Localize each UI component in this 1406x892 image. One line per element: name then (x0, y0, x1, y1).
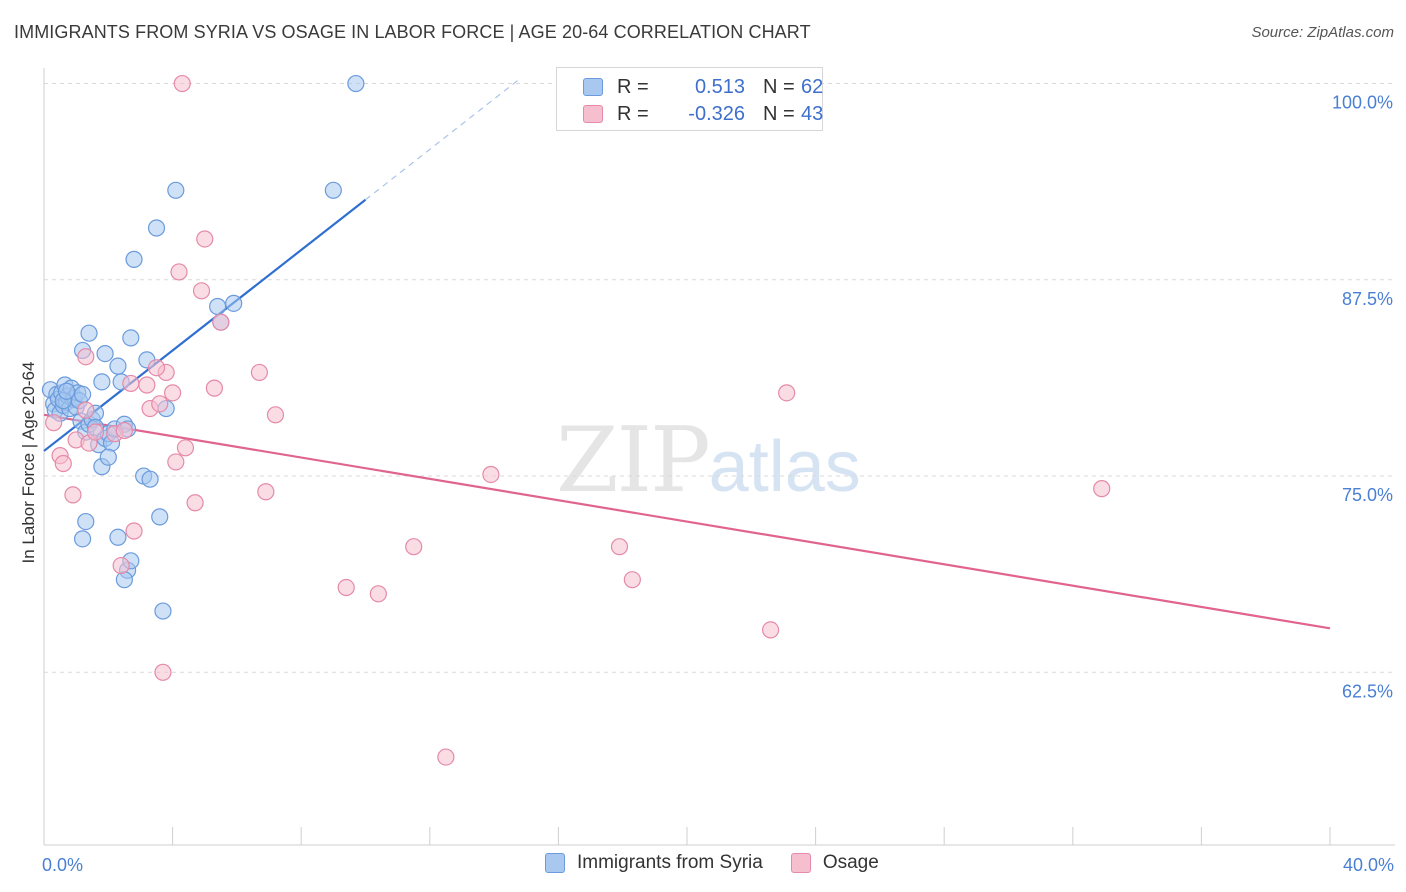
point-osage (170, 263, 188, 281)
data-points (41, 74, 1111, 766)
point-osage (623, 571, 641, 589)
point-osage (112, 556, 130, 575)
point-syria (73, 530, 92, 548)
point-syria (147, 219, 166, 237)
point-syria (209, 297, 227, 316)
point-osage (250, 363, 269, 382)
trend-line-syria-extension (365, 78, 521, 201)
point-syria (57, 382, 76, 400)
source-label: Source: ZipAtlas.com (1251, 24, 1394, 41)
trend-lines (43, 78, 1331, 630)
legend-swatch-osage (790, 853, 811, 873)
correlation-legend: R = 0.513 N = 62 R = -0.326 N = 43 (556, 67, 823, 131)
legend-row-osage: R = -0.326 N = 43 (583, 101, 823, 127)
legend-r-value: 0.513 (694, 75, 745, 98)
point-syria (93, 373, 111, 391)
gridlines (44, 83, 1395, 673)
legend-n-label: N = (763, 102, 795, 125)
point-syria (154, 602, 172, 620)
y-tick-label: 75.0% (1342, 485, 1393, 505)
legend-r-value: -0.326 (688, 102, 745, 125)
point-osage (266, 406, 285, 424)
point-syria (347, 74, 365, 93)
point-syria (80, 324, 98, 342)
point-osage (212, 313, 230, 331)
point-osage (173, 74, 191, 93)
point-osage (115, 421, 133, 440)
tick-labels: 100.0% 87.5% 75.0% 62.5% 0.0% 40.0% In Labor F… (19, 93, 1394, 875)
x-tick-label: 0.0% (42, 855, 83, 875)
point-osage (167, 453, 185, 471)
point-osage (369, 585, 387, 603)
point-osage (54, 454, 72, 473)
point-osage (86, 423, 105, 441)
y-tick-label: 62.5% (1342, 681, 1393, 701)
legend-item-osage[interactable]: Osage (790, 852, 879, 874)
legend-swatch-syria (583, 78, 603, 96)
point-syria (73, 385, 92, 404)
legend-n-label: N = (763, 75, 795, 98)
x-tick-label: 40.0% (1343, 855, 1394, 875)
point-syria (96, 344, 114, 363)
point-osage (437, 748, 455, 766)
point-syria (125, 250, 143, 268)
point-osage (122, 374, 140, 393)
point-osage (761, 621, 780, 639)
watermark: ZIPatlas (556, 408, 861, 513)
point-osage (151, 395, 169, 413)
y-axis-label: In Labor Force | Age 20-64 (19, 362, 38, 564)
point-osage (164, 384, 182, 402)
point-syria (115, 571, 133, 589)
point-syria (77, 512, 95, 531)
point-osage (482, 465, 500, 484)
legend-n-value: 62 (801, 75, 824, 98)
watermark-atlas: atlas (708, 427, 861, 507)
legend-label-osage: Osage (822, 852, 879, 873)
point-syria (109, 528, 127, 546)
point-osage (1093, 480, 1111, 498)
point-osage (205, 379, 223, 397)
legend-row-syria: R = 0.513 N = 62 (583, 74, 823, 100)
point-osage (138, 376, 156, 394)
legend-swatch-syria (545, 853, 565, 873)
point-osage (257, 483, 275, 501)
axes (43, 68, 1395, 846)
series-legend: Immigrants from Syria Osage (545, 852, 907, 874)
point-osage (186, 494, 204, 512)
legend-r-label: R = (617, 102, 649, 125)
point-osage (192, 282, 211, 300)
y-tick-label: 87.5% (1342, 289, 1393, 309)
point-osage (778, 384, 796, 402)
point-osage (337, 578, 355, 597)
legend-label-syria: Immigrants from Syria (577, 852, 763, 873)
point-osage (147, 359, 166, 377)
chart-title: IMMIGRANTS FROM SYRIA VS OSAGE IN LABOR … (14, 22, 811, 42)
point-syria (324, 181, 342, 199)
point-osage (64, 486, 82, 504)
legend-item-syria[interactable]: Immigrants from Syria (545, 852, 763, 874)
point-syria (109, 357, 127, 375)
legend-n-value: 43 (801, 102, 824, 125)
legend-r-label: R = (617, 75, 649, 98)
point-syria (151, 508, 169, 526)
y-tick-label: 100.0% (1332, 93, 1393, 113)
watermark-zip: ZIP (556, 408, 711, 513)
trend-line-osage (43, 413, 1331, 630)
point-osage (196, 230, 214, 248)
point-osage (610, 538, 629, 556)
point-syria (141, 470, 159, 488)
point-osage (154, 663, 172, 681)
legend-swatch-osage (583, 105, 603, 123)
point-osage (125, 522, 143, 540)
point-syria (99, 448, 117, 466)
point-osage (77, 401, 95, 419)
point-osage (176, 439, 195, 457)
point-osage (45, 414, 63, 432)
point-osage (405, 538, 423, 556)
point-syria (225, 294, 243, 312)
point-osage (77, 348, 95, 366)
point-syria (167, 181, 185, 199)
point-syria (122, 329, 140, 347)
